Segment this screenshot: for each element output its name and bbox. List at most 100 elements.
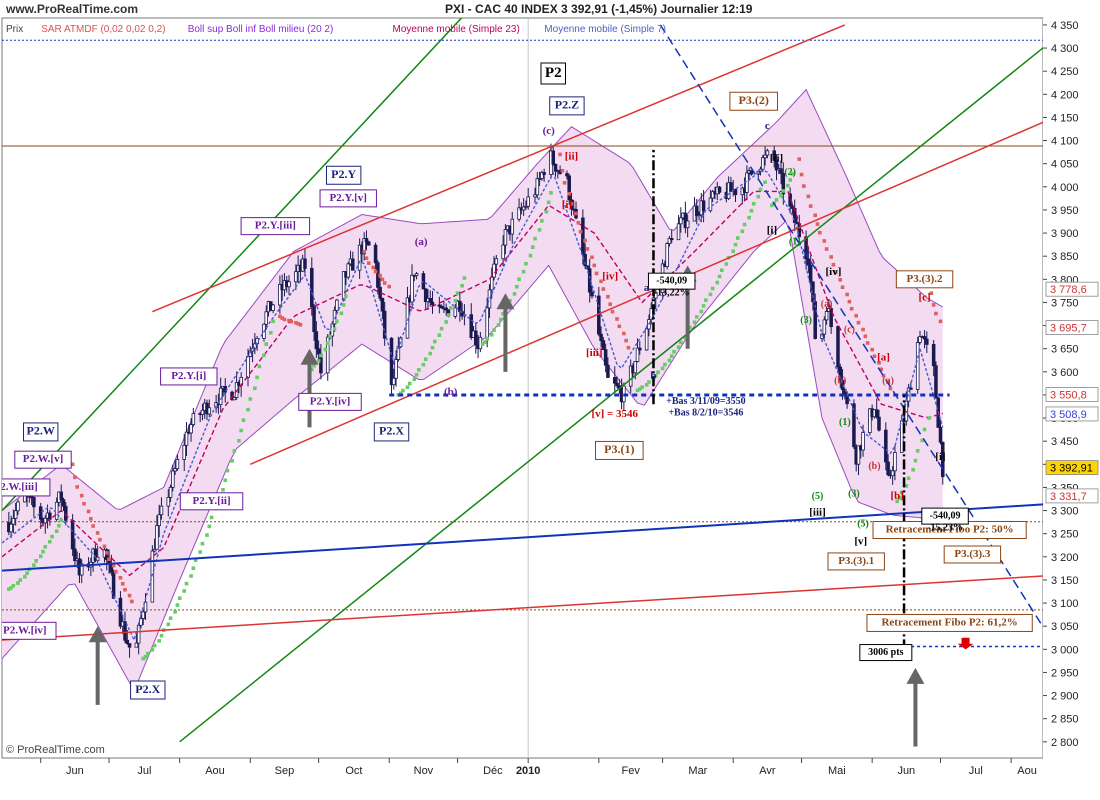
wave-label-box	[325, 165, 362, 185]
candle-body	[157, 514, 161, 526]
wave-label-text: P2.Y.[iii]	[255, 220, 296, 232]
candle	[583, 243, 587, 270]
candle	[813, 293, 817, 340]
sar-dot	[790, 172, 795, 176]
wave-label-text: (a)	[415, 236, 428, 248]
wave-label-text: P2.W.[iii]	[0, 481, 38, 493]
candle-body	[11, 517, 16, 525]
sar-segment-7	[480, 191, 553, 346]
indicator-legend: Prix SAR ATMDF (0,02 0,02 0,2) Boll sup Bo…	[6, 24, 666, 35]
wave-label-box	[373, 422, 410, 442]
wave-label: 3006 pts	[859, 644, 913, 662]
site-name[interactable]: www.ProRealTime.com	[6, 2, 139, 16]
candle-body	[253, 343, 257, 349]
sar-dot	[849, 306, 854, 311]
up-arrow-0	[88, 626, 107, 705]
candle-body	[182, 444, 186, 460]
candle	[877, 409, 881, 432]
candle	[763, 146, 767, 166]
wave-label: [i]	[935, 451, 945, 463]
wave-label: +Bas 8/2/10=3546	[668, 408, 743, 419]
sar-dot	[309, 367, 314, 372]
wave-label-box	[827, 552, 885, 571]
sar-dot	[316, 359, 321, 363]
candle	[606, 357, 610, 379]
candle-body	[437, 304, 442, 307]
candle-body	[421, 273, 426, 290]
sar-dot	[708, 292, 713, 297]
wave-label-box	[179, 492, 244, 511]
candle	[437, 296, 442, 314]
candle	[11, 509, 16, 533]
wave-label-text: P2.Y.[i]	[171, 370, 206, 382]
candle-body	[877, 416, 881, 431]
candle-body	[255, 338, 259, 345]
candle	[669, 229, 674, 244]
sar-dot	[806, 194, 811, 199]
wave-label-box	[2, 621, 57, 640]
candle	[335, 298, 339, 314]
sar-dot	[75, 485, 79, 489]
wave-label: c	[765, 120, 770, 132]
ma7-line	[2, 169, 944, 643]
candle-body	[884, 429, 888, 463]
candle	[141, 609, 145, 626]
sar-dot	[43, 544, 48, 549]
sar-dot	[715, 280, 720, 285]
legend-item-1: SAR ATMDF (0,02 0,02 0,2)	[41, 24, 165, 35]
candle-body	[173, 468, 177, 472]
sar-dot	[683, 335, 688, 340]
candle-body	[533, 194, 537, 198]
sar-dot	[929, 291, 934, 295]
candle-body	[824, 311, 829, 321]
sar-dot	[583, 238, 587, 243]
price-box-bg	[1045, 387, 1099, 402]
candle-body	[565, 173, 569, 177]
wave-label-text: Retracement Fibo P2: 61,2%	[881, 616, 1017, 628]
sar-dot	[271, 319, 275, 324]
price-box-3: 3 508,9	[1045, 406, 1099, 422]
candle-body	[38, 506, 43, 520]
sar-dot	[920, 438, 925, 443]
sar-dot	[927, 416, 931, 420]
sar-dot	[560, 168, 565, 173]
wave-label-text: b	[650, 370, 656, 382]
candle	[64, 502, 68, 526]
wave-label-box	[729, 91, 779, 111]
trend-line-2	[152, 24, 846, 313]
candle-body	[392, 377, 396, 386]
sar-dot	[749, 208, 754, 213]
candle	[836, 325, 840, 372]
wave-label: [ii]	[770, 153, 783, 165]
wave-label-text: P3.(2)	[739, 93, 769, 107]
wave-label: -540,09	[921, 507, 969, 525]
y-tick-label: 2 800	[1051, 737, 1079, 749]
sar-dot	[546, 200, 551, 205]
wave-label-text: [v] = 3546	[591, 408, 638, 420]
sar-dot	[537, 228, 542, 232]
wave-label: (c)	[543, 125, 556, 137]
sar-dot	[127, 593, 132, 598]
candle	[16, 499, 20, 516]
candle	[765, 148, 770, 159]
sar-dot	[911, 467, 915, 472]
candle-body	[70, 519, 75, 550]
candle-body	[492, 263, 496, 278]
candle	[13, 502, 18, 526]
candle-body	[679, 217, 683, 225]
candle	[127, 643, 132, 658]
price-box-0: 3 778,6	[1045, 281, 1099, 297]
sar-dot	[720, 268, 724, 273]
wave-label-box	[298, 392, 362, 411]
legend-item-4: Moyenne mobile (Simple 7)	[544, 24, 666, 35]
candle-body	[246, 356, 250, 378]
wave-label: -540,09	[647, 272, 696, 290]
y-tick-label: 4 000	[1051, 182, 1079, 194]
sar-dot	[817, 230, 822, 235]
candle-body	[460, 311, 464, 317]
candle	[366, 240, 371, 246]
candle-body	[781, 173, 786, 195]
candle	[601, 337, 606, 350]
candle-body	[644, 328, 649, 351]
